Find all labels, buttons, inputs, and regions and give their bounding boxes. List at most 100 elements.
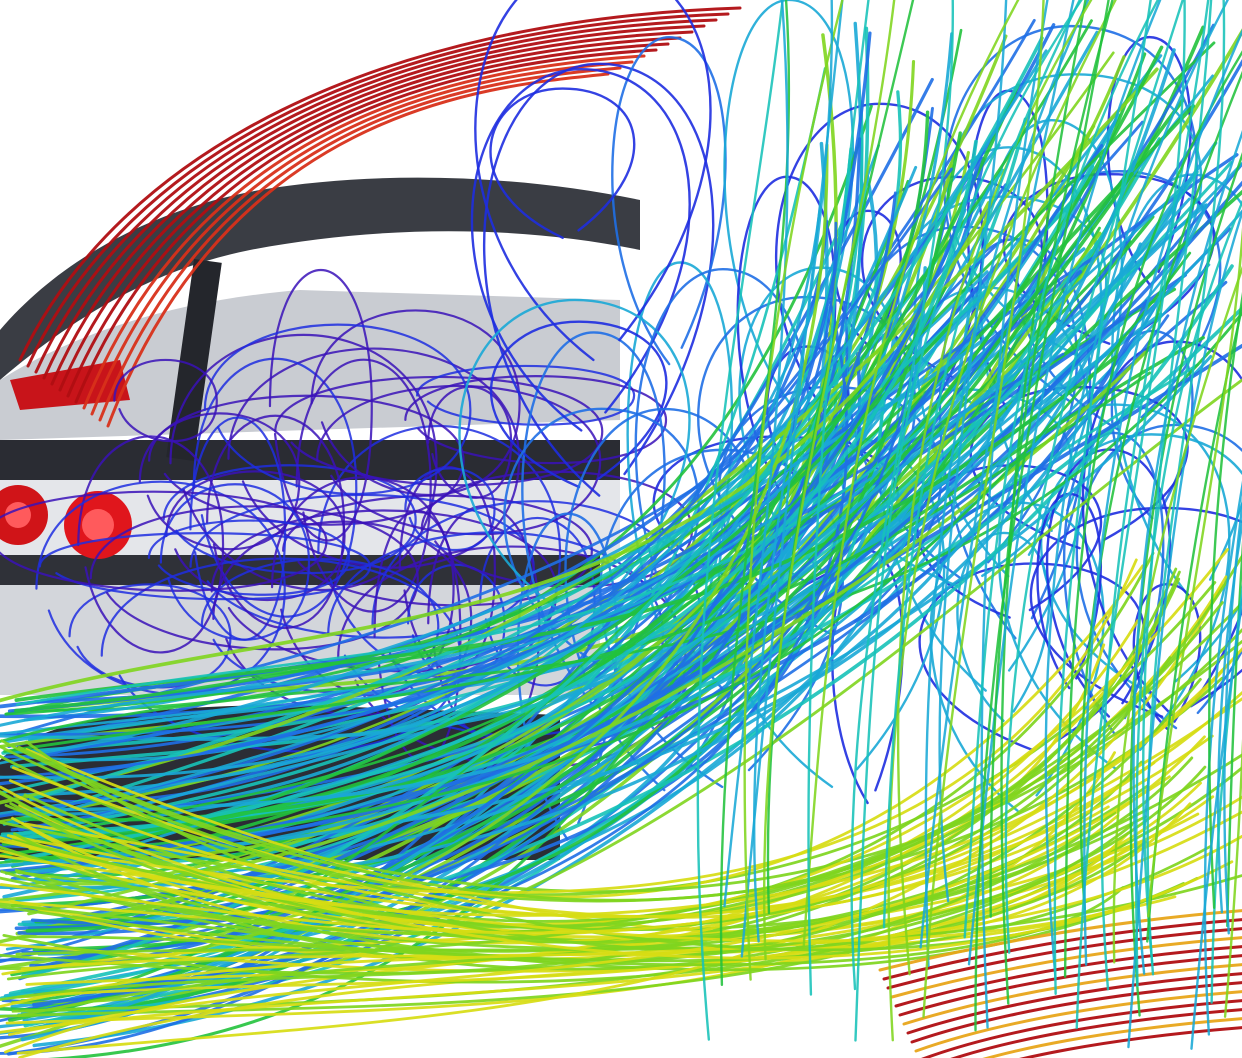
streamline (989, 0, 1114, 918)
streamline (882, 918, 1242, 981)
streamline (0, 161, 1242, 736)
streamline (34, 18, 718, 374)
streamline (1019, 1026, 1242, 1058)
streamline (1203, 480, 1242, 1036)
body-upper-shell (0, 177, 640, 380)
streamline (921, 999, 1242, 1058)
streamline (274, 375, 604, 487)
wheel-hub-left-inner (5, 502, 31, 528)
streamline (8, 734, 1214, 919)
streamline (1226, 540, 1242, 928)
streamline (138, 412, 301, 551)
streamline (74, 48, 658, 404)
streamline (910, 981, 1242, 1044)
streamline (0, 49, 1048, 780)
streamline (14, 639, 1242, 936)
streamline (0, 735, 1206, 939)
streamline (1075, 0, 1186, 1030)
streamline (489, 87, 636, 240)
streamline (148, 394, 465, 526)
streamline (1004, 0, 1184, 954)
streamline (25, 740, 1147, 952)
streamline (1210, 583, 1242, 1004)
streamline (887, 0, 1117, 1042)
streamline (1146, 302, 1242, 943)
streamline (1075, 423, 1242, 730)
streamline (1100, 0, 1210, 991)
streamline (482, 62, 715, 497)
streamline (13, 261, 1016, 798)
streamline (90, 60, 634, 416)
streamline (938, 0, 1008, 903)
streamline (924, 0, 1090, 968)
streamline (77, 435, 225, 654)
streamline (1079, 70, 1242, 911)
streamline (762, 0, 896, 961)
streamline (854, 0, 1083, 1042)
streamline (15, 45, 1164, 822)
streamline (894, 945, 1242, 1008)
streamline (0, 203, 1209, 868)
streamline (980, 0, 1049, 1029)
streamline (1223, 496, 1242, 935)
streamline (15, 874, 1242, 956)
streamline (113, 359, 218, 443)
streamline (0, 180, 1242, 849)
streamline (1146, 0, 1226, 976)
streamline (906, 972, 1242, 1035)
streamline (1062, 431, 1165, 735)
streamline (16, 810, 1242, 999)
streamline (1044, 0, 1230, 980)
streamline (802, 0, 1020, 948)
streamline (723, 0, 855, 404)
streamline (42, 24, 706, 380)
streamline (1190, 593, 1242, 1050)
streamline (203, 323, 472, 496)
streamline (1141, 0, 1213, 966)
streamline (162, 464, 417, 575)
streamline (723, 0, 789, 908)
streamline (66, 42, 670, 398)
streamline (169, 333, 438, 592)
streamline (7, 775, 1171, 1037)
streamline (159, 483, 311, 641)
streamline (9, 802, 1148, 944)
streamline (474, 0, 712, 362)
streamline (15, 249, 1093, 706)
streamline (0, 570, 1181, 902)
streamline (974, 0, 1110, 1032)
streamline (1223, 739, 1242, 1018)
streamline (0, 201, 991, 703)
streamline (11, 378, 1242, 1004)
streamline (82, 54, 646, 410)
streamline (956, 531, 1051, 723)
streamline (206, 414, 345, 630)
streamline (89, 505, 419, 651)
streamline (922, 0, 1045, 1019)
streamline (503, 407, 700, 669)
streamline (489, 320, 668, 489)
streamline (807, 0, 870, 996)
streamline (752, 0, 834, 943)
streamline (896, 0, 1093, 976)
wheel-hub-right-inner (82, 509, 114, 541)
streamline (611, 35, 727, 366)
streamline (919, 0, 1075, 949)
streamline (404, 467, 496, 552)
streamline (147, 519, 351, 596)
streamline (0, 167, 953, 780)
streamline (1134, 199, 1242, 988)
streamline (470, 67, 691, 432)
streamline (18, 6, 742, 362)
streamline (914, 990, 1242, 1053)
streamline (1, 83, 1020, 846)
streamline (886, 927, 1242, 990)
streamline (1063, 50, 1242, 978)
streamline (416, 364, 636, 426)
streamline (882, 0, 1082, 929)
streamline (918, 562, 1146, 752)
streamline (1127, 209, 1242, 1049)
streamline (98, 66, 622, 422)
